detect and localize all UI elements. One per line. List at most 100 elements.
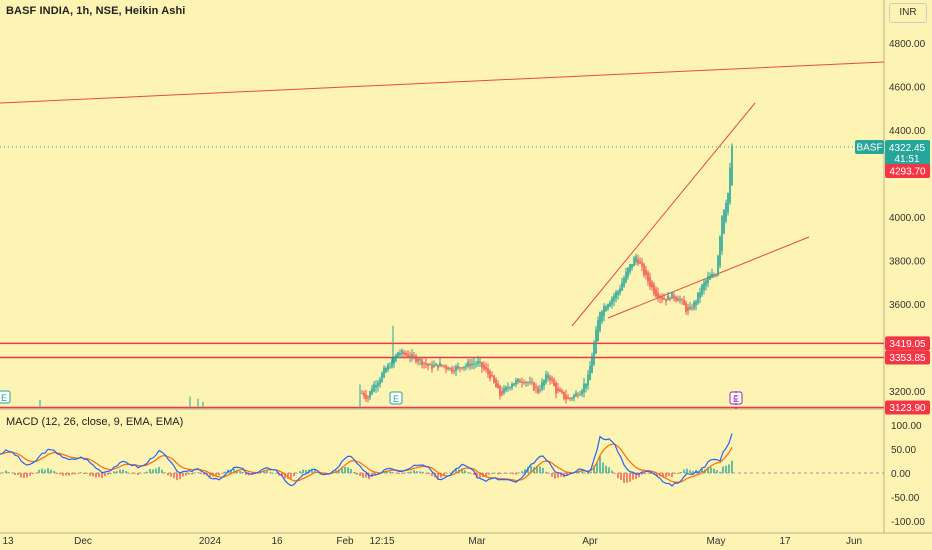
candle-body	[507, 387, 509, 389]
macd-tick-label: -100.00	[891, 517, 925, 528]
macd-hist-bar	[593, 465, 595, 473]
candle-body	[607, 304, 609, 309]
candle-body	[451, 368, 453, 372]
macd-hist-bar	[404, 472, 406, 474]
macd-hist-bar	[629, 473, 631, 482]
macd-hist-bar	[614, 473, 616, 474]
macd-hist-bar	[413, 470, 415, 473]
macd-tick-label: 100.00	[891, 421, 922, 432]
macd-hist-bar	[479, 473, 481, 478]
candle-body	[367, 396, 369, 399]
macd-hist-bar	[176, 473, 178, 481]
candle-body	[369, 391, 371, 398]
candle-body	[387, 364, 389, 371]
macd-hist-bar	[17, 473, 19, 475]
macd-hist-bar	[395, 473, 397, 474]
level-price-tag-bg	[885, 400, 930, 415]
macd-hist-bar	[290, 473, 292, 479]
candle-body	[705, 280, 707, 287]
macd-hist-bar	[311, 468, 313, 473]
candle-body	[659, 295, 661, 299]
candle-body	[417, 358, 419, 362]
candle-body	[545, 374, 547, 383]
candle-body	[685, 302, 687, 312]
macd-hist-bar	[602, 462, 604, 473]
candle-body	[523, 382, 525, 384]
level-price-tag: 3353.85	[889, 353, 926, 364]
candle-body	[457, 365, 459, 369]
macd-hist-bar	[542, 467, 544, 473]
macd-hist-bar	[665, 473, 667, 478]
candle-body	[639, 261, 641, 264]
candle-body	[665, 298, 667, 302]
candle-body	[437, 364, 439, 369]
macd-hist-bar	[305, 469, 307, 473]
candle-body	[405, 353, 407, 356]
candle-body	[569, 398, 571, 400]
candle-body	[403, 352, 405, 355]
macd-hist-bar	[713, 468, 715, 473]
candle-body	[647, 272, 649, 282]
candle-body	[703, 282, 705, 290]
candle-body	[587, 374, 589, 386]
macd-hist-bar	[668, 473, 670, 477]
candle-body	[361, 393, 363, 395]
candle-body	[375, 385, 377, 388]
currency-button[interactable]: INR	[889, 3, 927, 23]
candle-body	[383, 367, 385, 378]
candle-body	[433, 365, 435, 367]
candle-body	[663, 298, 665, 300]
candle-body	[467, 361, 469, 367]
macd-hist-bar	[689, 470, 691, 473]
candle-body	[463, 366, 465, 368]
candle-body	[727, 193, 729, 213]
candle-body	[429, 364, 431, 366]
macd-hist-bar	[29, 473, 31, 476]
time-axis-label: Feb	[336, 536, 354, 547]
candle-body	[635, 256, 637, 263]
candle-body	[669, 297, 671, 300]
macd-hist-bar	[446, 473, 448, 474]
macd-hist-bar	[584, 472, 586, 474]
macd-hist-bar	[233, 468, 235, 473]
macd-hist-bar	[269, 472, 271, 473]
candle-body	[439, 362, 441, 367]
candle-body	[391, 360, 393, 368]
candle-body	[723, 209, 725, 234]
macd-hist-bar	[125, 471, 127, 473]
macd-hist-bar	[650, 473, 652, 474]
macd-tick-label: 50.00	[891, 445, 916, 456]
macd-hist-bar	[464, 470, 466, 473]
macd-hist-bar	[566, 473, 568, 476]
candle-body	[421, 359, 423, 366]
candle-body	[505, 386, 507, 391]
macd-hist-bar	[359, 473, 361, 476]
macd-hist-bar	[80, 472, 82, 473]
macd-hist-bar	[5, 470, 7, 473]
candle-body	[675, 296, 677, 300]
macd-hist-bar	[203, 473, 205, 475]
time-axis-label: Apr	[582, 536, 598, 547]
macd-hist-bar	[338, 469, 340, 473]
candle-body	[657, 292, 659, 299]
macd-hist-bar	[419, 471, 421, 473]
macd-hist-bar	[716, 470, 718, 473]
macd-hist-bar	[656, 473, 658, 476]
candle-body	[667, 295, 669, 301]
macd-hist-bar	[104, 473, 106, 477]
macd-hist-bar	[710, 467, 712, 473]
earnings-marker	[389, 391, 403, 405]
candle-body	[513, 383, 515, 386]
macd-hist-bar	[185, 473, 187, 476]
macd-hist-bar	[455, 469, 457, 473]
macd-title: MACD (12, 26, close, 9, EMA, EMA)	[6, 416, 184, 428]
macd-hist-bar	[635, 473, 637, 479]
macd-hist-bar	[299, 471, 301, 473]
macd-hist-bar	[89, 473, 91, 476]
macd-hist-bar	[722, 466, 724, 473]
macd-hist-bar	[83, 473, 85, 475]
candle-body	[655, 289, 657, 297]
candle-body	[499, 385, 501, 397]
macd-hist-bar	[623, 473, 625, 483]
